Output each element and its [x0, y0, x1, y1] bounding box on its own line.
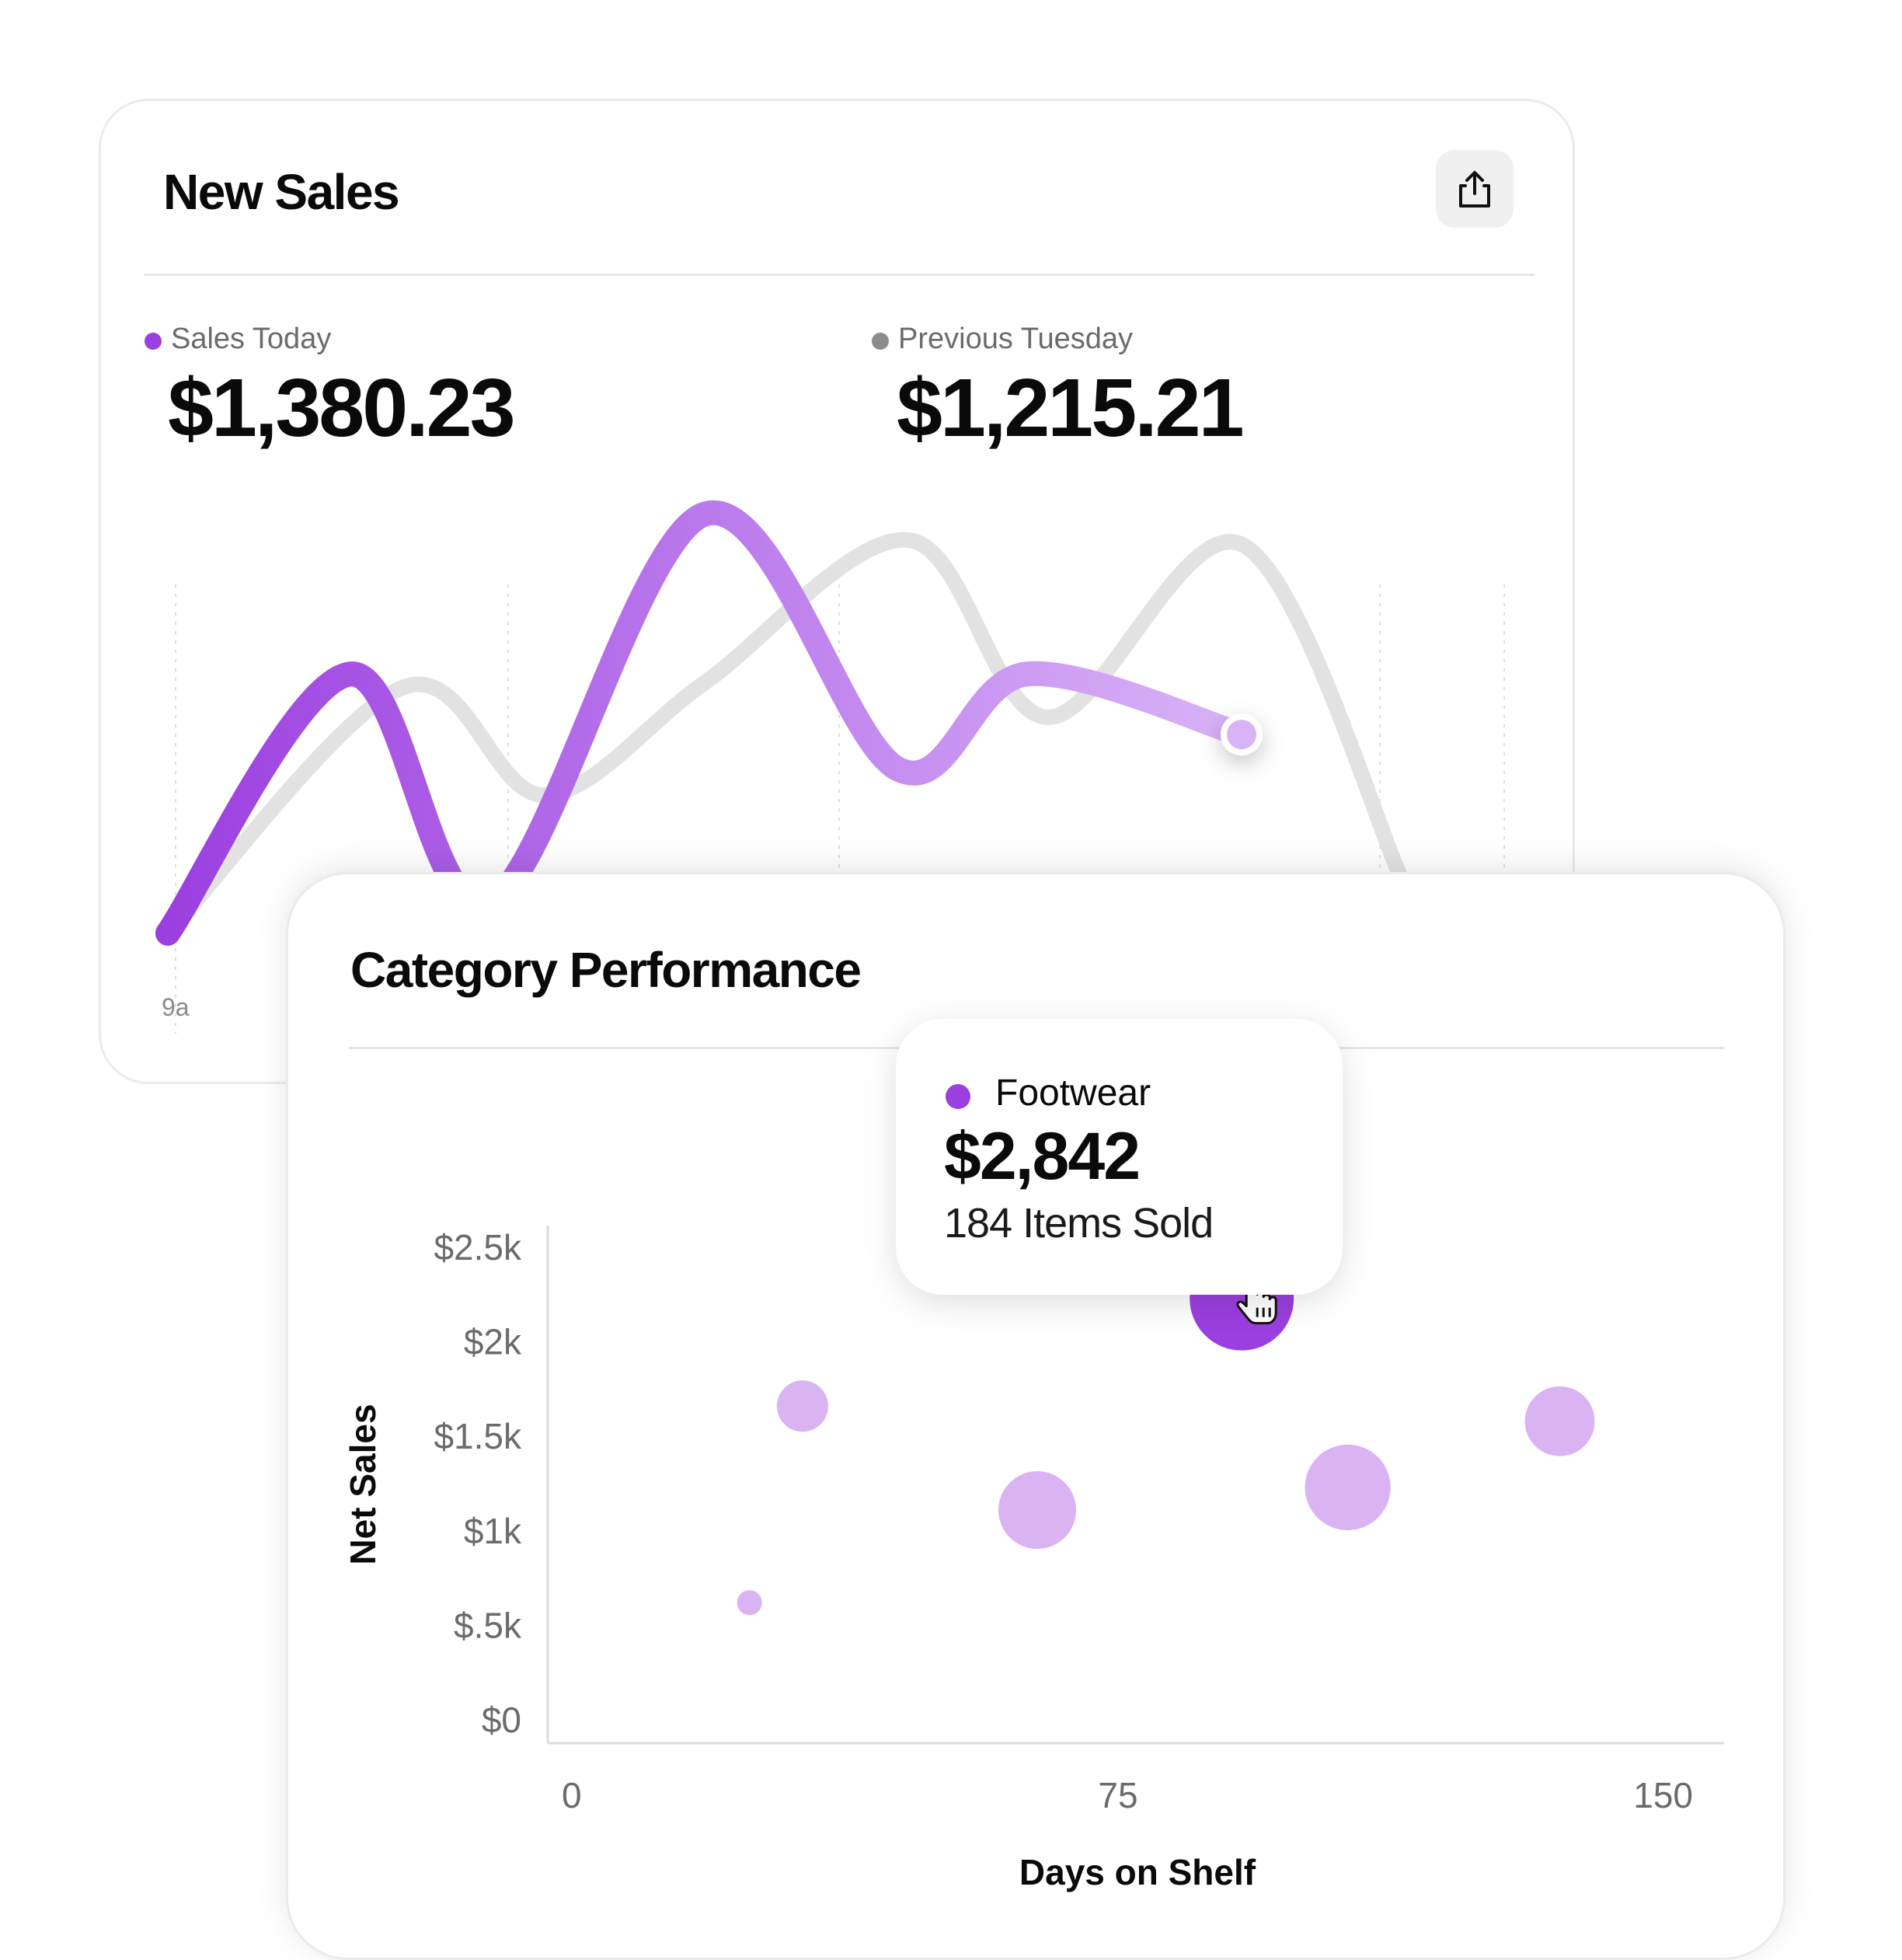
x-axis-tick-label: 9a — [162, 993, 190, 1021]
previous-tuesday-value: $1,215.21 — [897, 362, 1245, 454]
tooltip-legend-dot — [946, 1084, 970, 1109]
scatter-point[interactable] — [1524, 1386, 1595, 1456]
category-performance-card: Category Performance $2.5k $2k $1.5k $1k $.5… — [286, 872, 1785, 1960]
previous-tuesday-legend-dot — [872, 333, 889, 350]
category-performance-title: Category Performance — [350, 942, 862, 998]
y-tick-label: $1.5k — [434, 1416, 522, 1456]
tooltip-net-sales-value: $2,842 — [944, 1119, 1141, 1194]
new-sales-title: New Sales — [163, 164, 400, 220]
y-tick-label: $0 — [482, 1700, 521, 1740]
y-tick-label: $2.5k — [434, 1227, 522, 1268]
x-axis-title: Days on Shelf — [1019, 1852, 1256, 1892]
category-scatter-chart: $2.5k $2k $1.5k $1k $.5k $0 0 75 150 Days on Shel… — [343, 1226, 1724, 1892]
scatter-point[interactable] — [1305, 1444, 1391, 1530]
y-axis-title: Net Sales — [343, 1404, 383, 1564]
scatter-point[interactable] — [737, 1590, 762, 1616]
share-icon — [1459, 171, 1490, 208]
sales-today-line — [155, 500, 1254, 946]
sales-today-value: $1,380.23 — [168, 362, 516, 454]
sales-today-label: Sales Today — [171, 323, 332, 355]
x-tick-label: 75 — [1098, 1775, 1137, 1815]
share-button[interactable] — [1436, 150, 1514, 228]
tooltip-items-sold: 184 Items Sold — [944, 1200, 1214, 1247]
sales-line-chart — [155, 500, 1505, 1034]
y-tick-label: $2k — [464, 1322, 522, 1362]
scatter-point[interactable] — [776, 1380, 828, 1432]
chart-tooltip: Footwear $2,842 184 Items Sold — [896, 1019, 1343, 1295]
x-tick-label: 150 — [1633, 1775, 1693, 1815]
tooltip-category-name: Footwear — [995, 1072, 1151, 1114]
x-tick-label: 0 — [562, 1775, 582, 1815]
previous-tuesday-line — [160, 532, 1411, 941]
sales-divider — [144, 274, 1534, 276]
sales-today-legend-dot — [145, 333, 162, 350]
y-tick-label: $.5k — [454, 1605, 522, 1645]
previous-tuesday-label: Previous Tuesday — [898, 323, 1134, 355]
scatter-point[interactable] — [998, 1471, 1077, 1550]
current-point-dot — [1227, 720, 1256, 750]
y-tick-label: $1k — [464, 1511, 522, 1551]
